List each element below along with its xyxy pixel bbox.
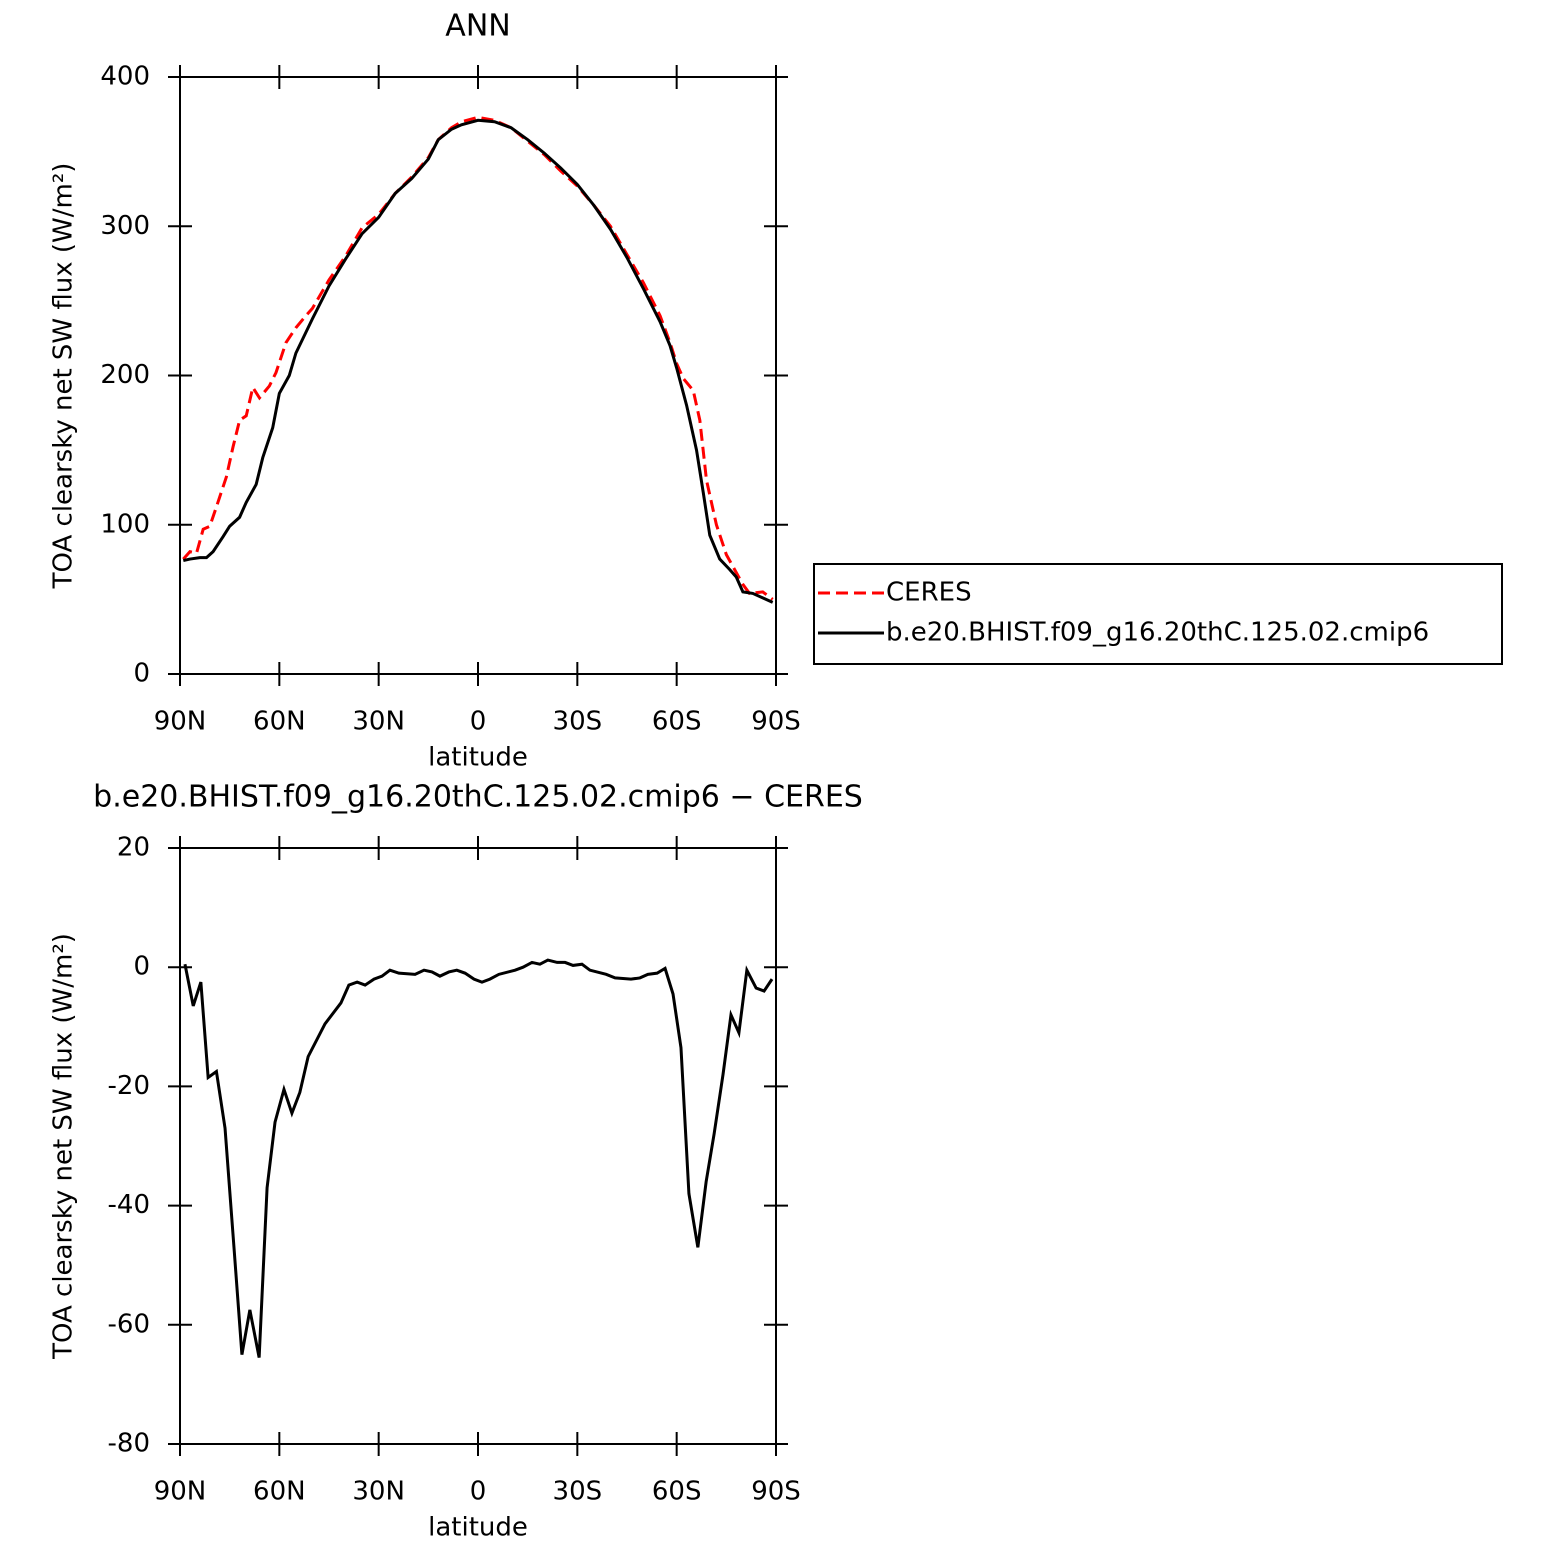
x-tick-label: 60S [652, 1477, 702, 1507]
x-tick-label: 60N [253, 707, 306, 737]
data-line [183, 958, 774, 1358]
y-tick-label: 20 [117, 833, 150, 863]
y-tick-label: 0 [133, 659, 150, 689]
x-tick-label: 30N [352, 1477, 405, 1507]
x-tick-label: 90N [154, 707, 207, 737]
chart-title: ANN [445, 9, 510, 44]
x-axis-label: latitude [428, 743, 528, 773]
y-tick-label: -40 [108, 1190, 150, 1220]
data-line [182, 115, 774, 601]
legend-box [813, 563, 1503, 665]
y-tick-label: -80 [108, 1429, 150, 1459]
y-tick-label: 300 [100, 211, 150, 241]
data-line [182, 118, 774, 604]
chart-title: b.e20.BHIST.f09_g16.20thC.125.02.cmip6 −… [93, 780, 863, 815]
y-axis-label: TOA clearsky net SW flux (W/m²) [49, 163, 79, 590]
x-tick-label: 90S [751, 707, 801, 737]
x-tick-label: 60N [253, 1477, 306, 1507]
x-tick-label: 0 [470, 1477, 487, 1507]
y-tick-label: 200 [100, 360, 150, 390]
x-tick-label: 30S [553, 707, 603, 737]
plot-frame [179, 76, 777, 675]
x-tick-label: 90N [154, 1477, 207, 1507]
y-tick-label: -20 [108, 1071, 150, 1101]
y-tick-label: -60 [108, 1309, 150, 1339]
y-axis-label: TOA clearsky net SW flux (W/m²) [49, 933, 79, 1360]
x-tick-label: 30S [553, 1477, 603, 1507]
legend-label: CERES [886, 578, 972, 608]
y-tick-label: 100 [100, 509, 150, 539]
x-tick-label: 60S [652, 707, 702, 737]
legend-label: b.e20.BHIST.f09_g16.20thC.125.02.cmip6 [886, 618, 1429, 648]
x-tick-label: 90S [751, 1477, 801, 1507]
y-tick-label: 0 [133, 952, 150, 982]
y-tick-label: 400 [100, 62, 150, 92]
x-tick-label: 0 [470, 707, 487, 737]
x-axis-label: latitude [428, 1513, 528, 1543]
x-tick-label: 30N [352, 707, 405, 737]
